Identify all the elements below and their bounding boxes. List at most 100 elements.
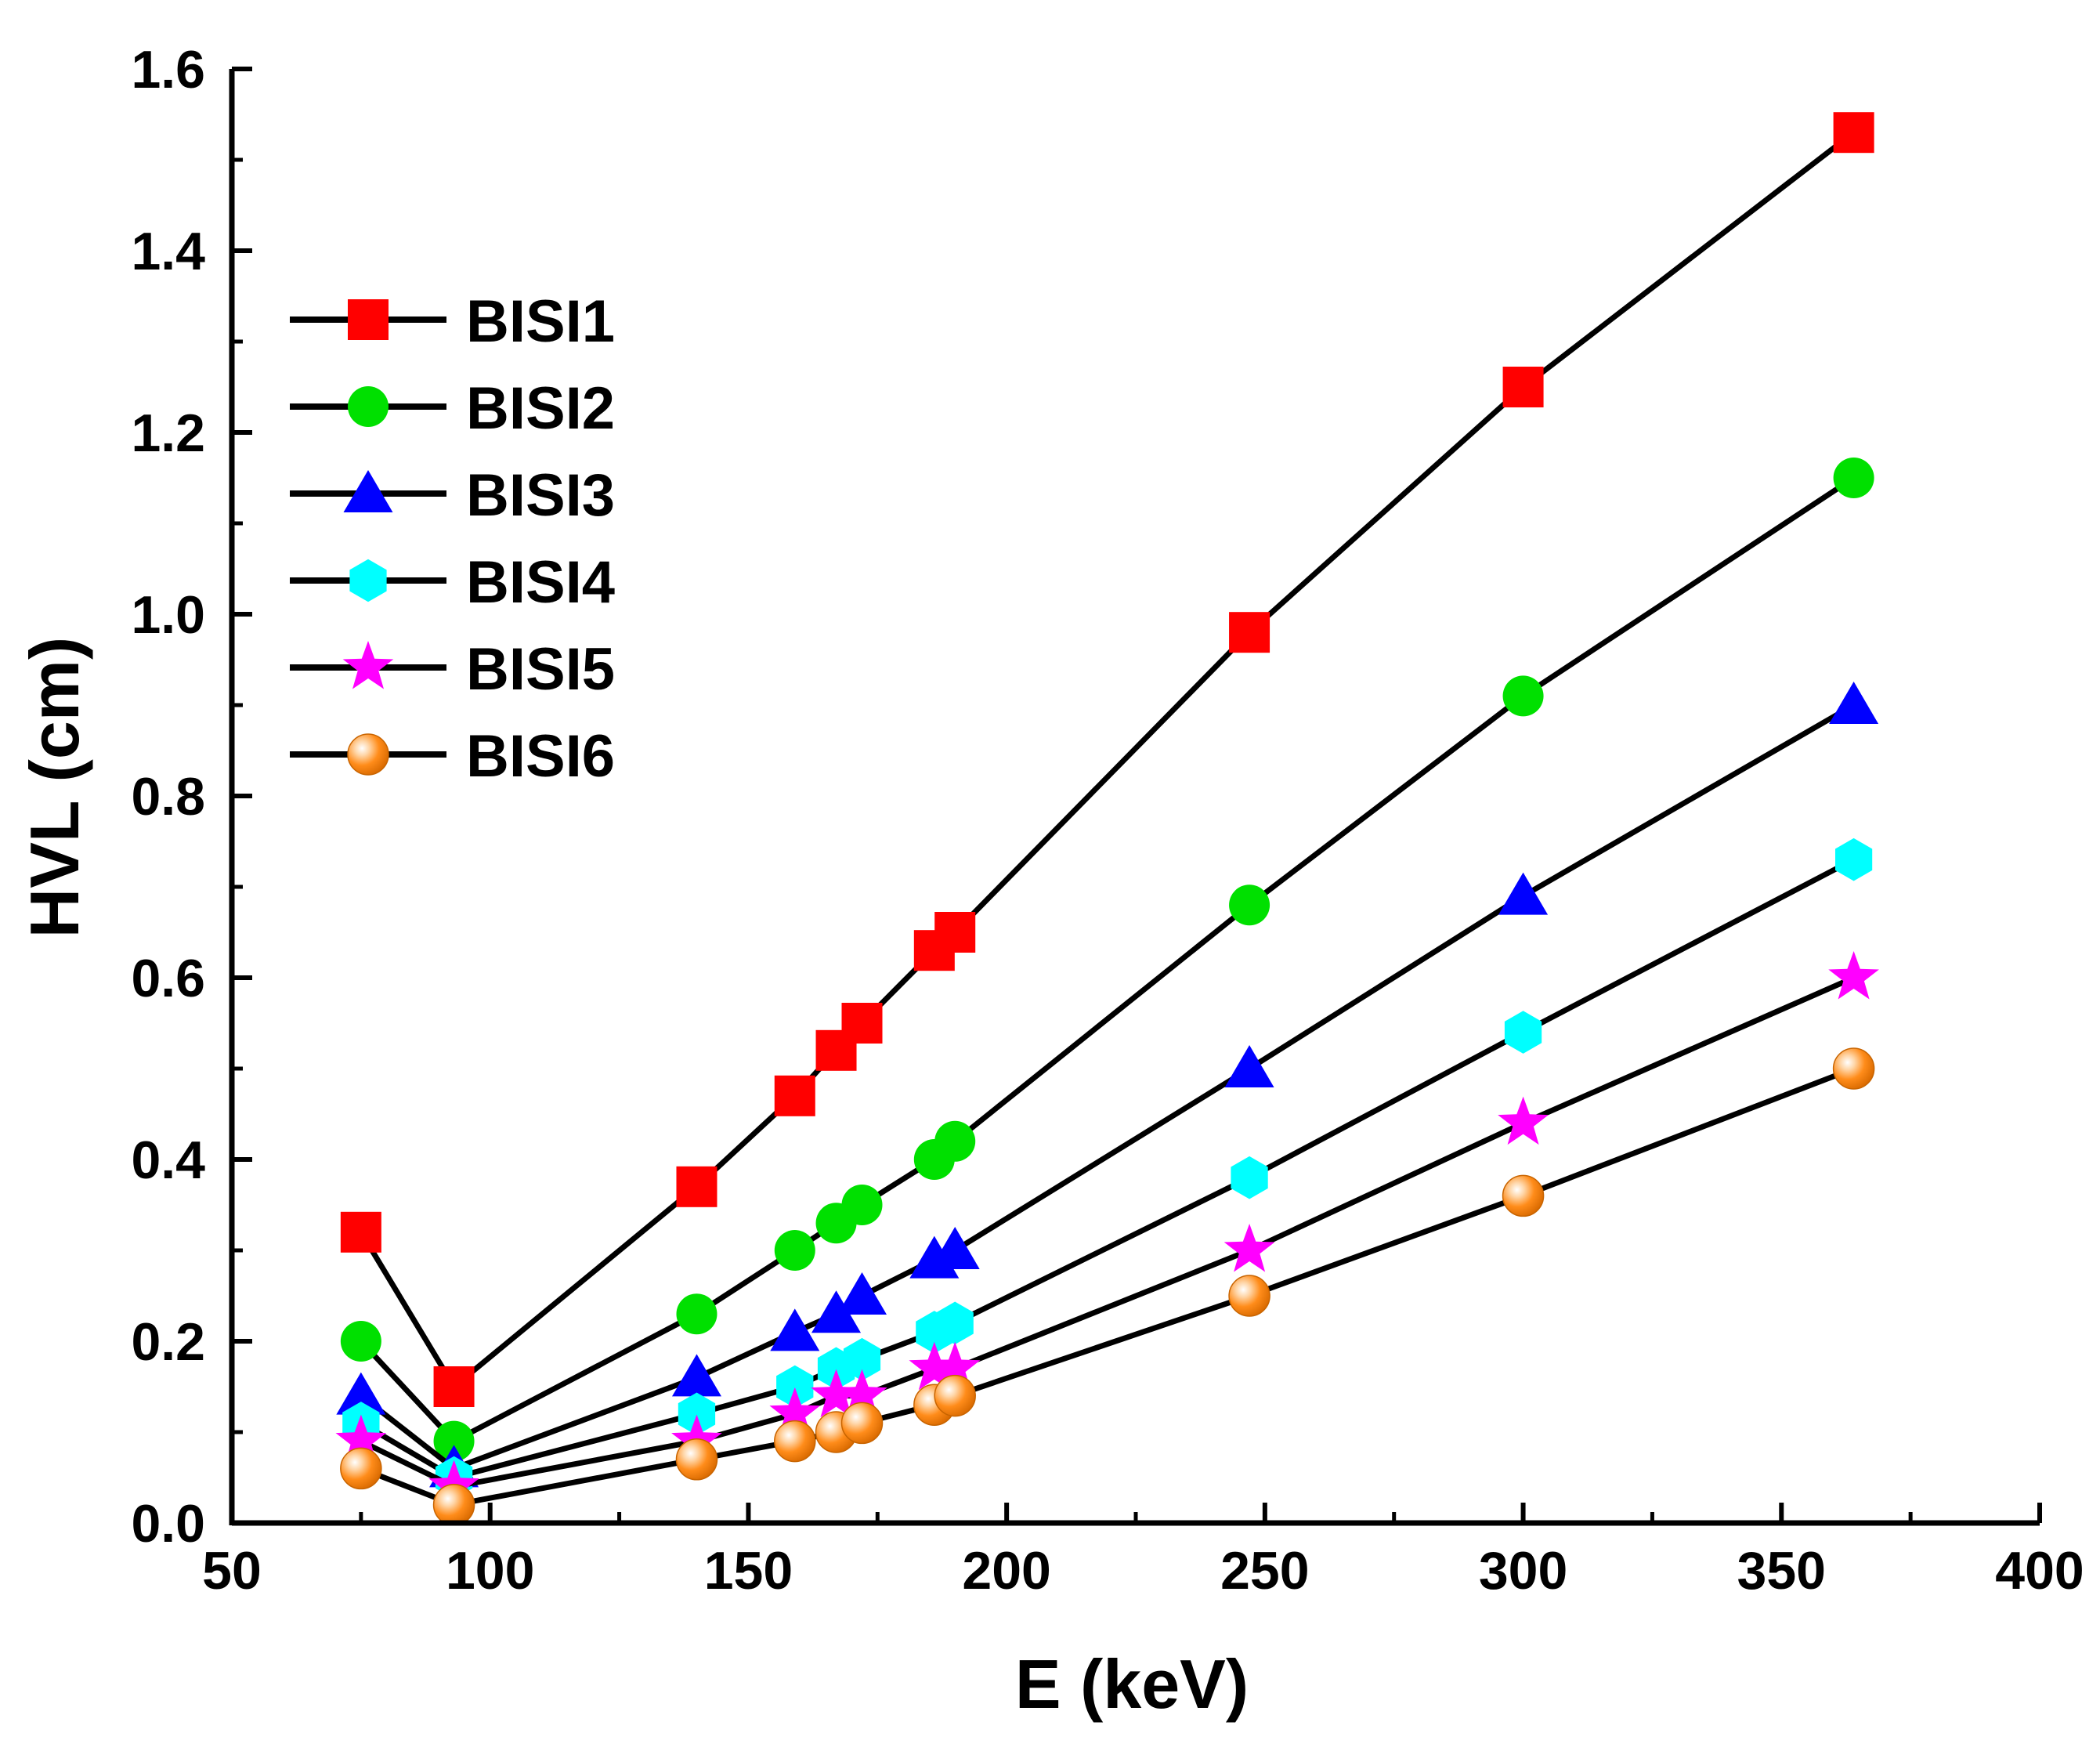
legend-marker <box>348 299 389 340</box>
data-point-bisi4 <box>776 1365 814 1409</box>
data-point-bisi2 <box>841 1185 883 1225</box>
y-tick-label: 0.4 <box>131 1130 205 1190</box>
data-point-bisi1 <box>841 1003 883 1044</box>
x-tick-label: 150 <box>704 1541 793 1601</box>
data-point-bisi1 <box>340 1211 381 1253</box>
data-point-bisi6 <box>934 1374 976 1417</box>
data-point-bisi1 <box>433 1366 475 1407</box>
data-point-bisi3 <box>811 1290 862 1333</box>
legend-marker <box>343 470 393 512</box>
legend-label: BISI5 <box>466 636 615 703</box>
legend-item-bisi4: BISI4 <box>290 549 615 616</box>
data-point-bisi3 <box>837 1272 887 1315</box>
legend-label: BISI4 <box>466 549 615 616</box>
data-point-bisi5 <box>1498 1096 1549 1145</box>
x-tick-label: 250 <box>1220 1541 1309 1601</box>
data-point-bisi6 <box>1502 1174 1545 1217</box>
legend-label: BISI1 <box>466 288 615 355</box>
data-point-bisi3 <box>1498 872 1549 915</box>
data-point-bisi4 <box>936 1301 974 1345</box>
data-point-bisi2 <box>774 1230 815 1271</box>
series-bisi4 <box>342 837 1873 1499</box>
y-tick-label: 1.0 <box>131 585 205 645</box>
y-tick-label: 1.4 <box>131 222 205 281</box>
data-point-bisi1 <box>1502 367 1544 407</box>
data-point-bisi4 <box>843 1337 881 1381</box>
data-point-bisi3 <box>930 1227 980 1269</box>
y-tick-label: 0.0 <box>131 1494 205 1554</box>
series-bisi6 <box>340 1047 1875 1526</box>
legend-item-bisi6: BISI6 <box>290 723 615 790</box>
series-line-bisi2 <box>359 476 1856 1445</box>
series-layer <box>335 112 1879 1526</box>
data-point-bisi6 <box>675 1438 718 1481</box>
axes: 50 100 150 200 250 300 350 400 0.0 0.2 0.4 0.6 0.8 1.… <box>131 40 2084 1601</box>
x-tick-label: 350 <box>1737 1541 1826 1601</box>
data-point-bisi4 <box>1231 1156 1268 1199</box>
legend-label: BISI3 <box>466 462 615 529</box>
data-point-bisi3 <box>336 1372 386 1415</box>
legend-item-bisi3: BISI3 <box>290 462 615 529</box>
series-bisi1 <box>340 112 1874 1407</box>
legend-marker <box>347 733 389 776</box>
data-point-bisi2 <box>433 1420 475 1462</box>
x-tick-label: 400 <box>1995 1541 2084 1601</box>
data-point-bisi6 <box>1832 1047 1875 1090</box>
x-axis-title: E (keV) <box>1015 1645 1249 1723</box>
legend: BISI1 BISI2 BISI3 BISI4 BISI5 BISI6 <box>290 288 615 790</box>
legend-marker <box>349 559 387 602</box>
data-point-bisi4 <box>1504 1011 1542 1054</box>
y-tick-label: 1.2 <box>131 403 205 463</box>
data-point-bisi1 <box>1229 612 1270 653</box>
data-point-bisi4 <box>1835 837 1873 881</box>
data-point-bisi5 <box>811 1369 862 1418</box>
series-line-bisi6 <box>360 1065 1855 1508</box>
series-line-bisi3 <box>359 702 1856 1471</box>
data-point-bisi1 <box>1833 112 1874 154</box>
legend-item-bisi5: BISI5 <box>290 636 615 703</box>
y-axis-title: HVL (cm) <box>16 637 93 939</box>
data-point-bisi3 <box>1224 1045 1274 1087</box>
series-line-bisi4 <box>360 857 1856 1481</box>
data-point-bisi6 <box>432 1484 475 1526</box>
data-point-bisi6 <box>340 1447 382 1490</box>
legend-label: BISI2 <box>466 375 615 442</box>
data-point-bisi3 <box>671 1354 721 1397</box>
data-point-bisi2 <box>1502 675 1544 717</box>
data-point-bisi3 <box>770 1308 820 1351</box>
legend-marker <box>348 386 389 427</box>
data-point-bisi5 <box>837 1369 887 1418</box>
data-point-bisi5 <box>1223 1224 1275 1272</box>
data-point-bisi6 <box>840 1402 884 1445</box>
y-tick-label: 1.6 <box>131 40 205 99</box>
legend-item-bisi2: BISI2 <box>290 375 615 442</box>
data-point-bisi4 <box>678 1392 716 1436</box>
x-tick-label: 300 <box>1479 1541 1567 1601</box>
data-point-bisi5 <box>335 1414 387 1463</box>
data-point-bisi2 <box>1833 458 1874 498</box>
data-point-bisi6 <box>1228 1275 1270 1317</box>
data-point-bisi5 <box>909 1341 960 1391</box>
series-line-bisi5 <box>360 975 1856 1490</box>
data-point-bisi3 <box>1829 682 1879 724</box>
data-point-bisi2 <box>676 1293 717 1335</box>
legend-item-bisi1: BISI1 <box>290 288 615 355</box>
legend-marker <box>342 641 394 689</box>
data-point-bisi1 <box>676 1166 717 1207</box>
data-point-bisi1 <box>774 1075 815 1116</box>
x-tick-label: 100 <box>446 1541 534 1601</box>
series-bisi2 <box>340 458 1874 1462</box>
data-point-bisi2 <box>340 1321 381 1362</box>
data-point-bisi2 <box>934 1120 976 1162</box>
legend-label: BISI6 <box>466 723 615 790</box>
y-tick-label: 0.2 <box>131 1312 205 1372</box>
data-point-bisi2 <box>1229 884 1270 926</box>
y-tick-label: 0.8 <box>131 767 205 827</box>
data-point-bisi5 <box>929 1341 981 1391</box>
series-bisi3 <box>336 682 1879 1488</box>
data-point-bisi5 <box>769 1387 821 1436</box>
data-point-bisi6 <box>774 1420 816 1463</box>
x-tick-label: 50 <box>202 1541 262 1601</box>
x-tick-label: 200 <box>962 1541 1050 1601</box>
